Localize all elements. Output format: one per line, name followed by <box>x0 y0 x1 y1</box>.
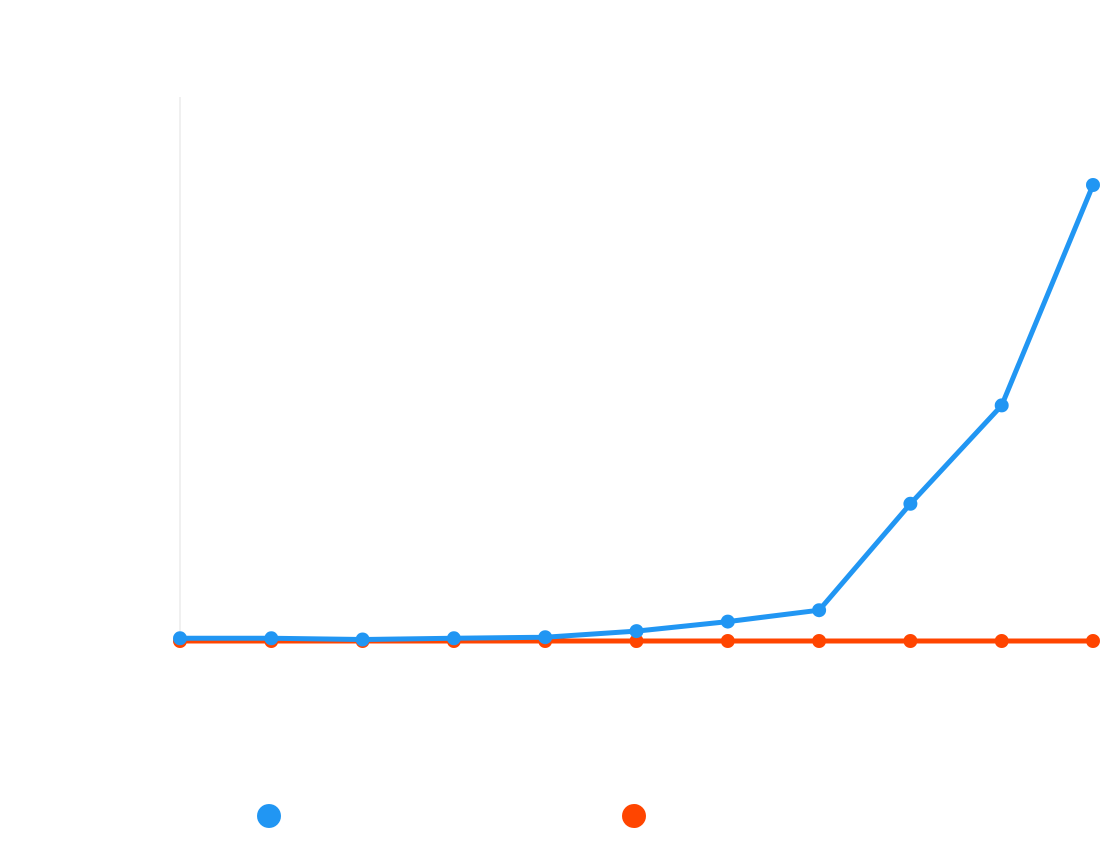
legend-marker-series-2[interactable] <box>622 804 646 828</box>
series-2-point-8[interactable] <box>812 634 827 648</box>
series-1-point-3[interactable] <box>355 632 370 647</box>
series-1-point-1[interactable] <box>173 631 187 646</box>
series-1-point-2[interactable] <box>264 631 279 646</box>
series-2-point-11[interactable] <box>1086 634 1100 648</box>
series-2-point-7[interactable] <box>720 634 735 648</box>
series-1-point-4[interactable] <box>446 631 461 646</box>
series-2-point-10[interactable] <box>994 634 1009 648</box>
legend-marker-series-1[interactable] <box>257 804 281 828</box>
legend <box>257 804 646 828</box>
series-1 <box>173 178 1100 647</box>
series-1-point-5[interactable] <box>538 630 553 645</box>
series-1-point-7[interactable] <box>720 614 735 629</box>
series-2-point-9[interactable] <box>903 634 918 648</box>
series-layer <box>173 178 1100 648</box>
series-1-point-6[interactable] <box>629 624 644 639</box>
series-1-point-11[interactable] <box>1086 178 1100 192</box>
series-1-point-8[interactable] <box>812 603 827 618</box>
series-2-point-6[interactable] <box>629 634 644 648</box>
series-1-point-9[interactable] <box>903 496 918 511</box>
series-1-point-10[interactable] <box>994 398 1009 413</box>
